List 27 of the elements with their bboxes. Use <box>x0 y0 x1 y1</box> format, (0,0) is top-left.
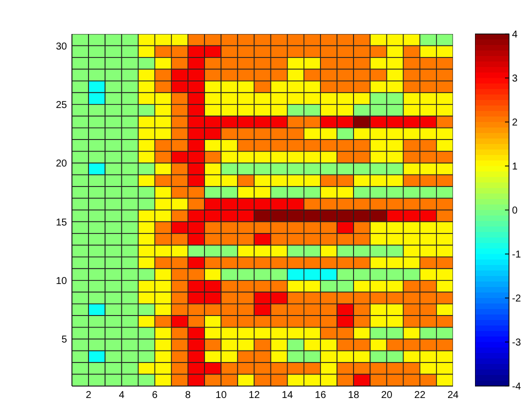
x-tick-label: 12 <box>248 390 260 401</box>
x-tick-label: 18 <box>348 390 360 401</box>
x-tick-label: 14 <box>282 390 294 401</box>
y-tick-label: 5 <box>61 334 68 346</box>
y-tick-label: 15 <box>56 217 68 228</box>
x-tick-label: 4 <box>118 390 125 401</box>
y-tick-label: 30 <box>56 41 68 52</box>
x-tick-label: 24 <box>447 390 459 401</box>
x-tick-label: 20 <box>381 390 393 401</box>
color-bar-label: -1 <box>512 250 522 260</box>
color-bar-label: -3 <box>512 338 522 348</box>
y-tick-label: 20 <box>56 158 68 170</box>
color-bar-label: 4 <box>512 30 518 40</box>
x-tick-label: 2 <box>86 390 92 401</box>
color-bar-label: 1 <box>512 162 518 172</box>
color-bar-label: 2 <box>512 118 518 128</box>
x-tick-label: 16 <box>314 390 326 401</box>
x-tick-label: 8 <box>185 390 192 401</box>
x-tick-label: 6 <box>152 390 158 401</box>
color-bar-label: 0 <box>512 206 518 216</box>
x-tick-label: 10 <box>216 390 228 401</box>
y-tick-label: 25 <box>56 100 68 111</box>
color-bar-label: -2 <box>512 294 522 304</box>
x-tick-label: 22 <box>414 390 426 401</box>
y-tick-label: 10 <box>56 276 68 287</box>
color-bar-label: -4 <box>512 382 522 392</box>
color-bar-label: 3 <box>512 74 518 84</box>
